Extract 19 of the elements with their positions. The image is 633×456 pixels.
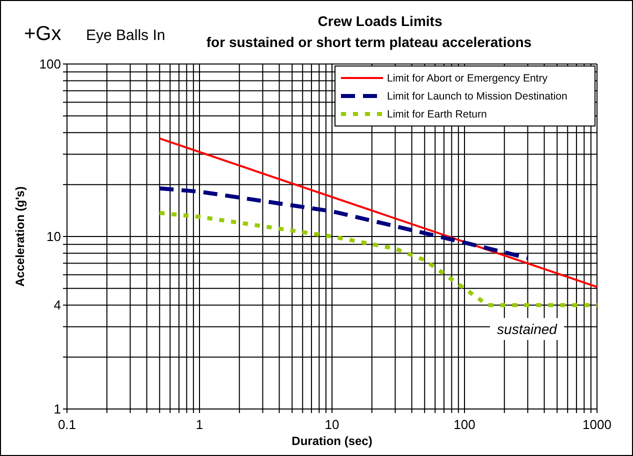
- annotation: sustained: [497, 320, 558, 337]
- x-tick-label: 100: [454, 417, 476, 432]
- y-tick-label: 1: [54, 402, 61, 417]
- y-tick-label: 10: [46, 229, 61, 244]
- chart-subtitle: for sustained or short term plateau accelerations: [206, 34, 532, 50]
- x-tick-label: 1: [196, 417, 204, 432]
- text: Eye Balls In: [86, 27, 166, 44]
- x-tick-label: 1000: [582, 417, 612, 432]
- x-axis-title: Duration (sec): [292, 434, 372, 448]
- y-tick-label: 4: [54, 298, 61, 313]
- legend-label: Limit for Launch to Mission Destination: [387, 90, 568, 103]
- legend-label: Limit for Abort or Emergency Entry: [387, 72, 548, 85]
- chart-title: Crew Loads Limits: [318, 13, 442, 29]
- y-tick-label: 100: [39, 56, 61, 72]
- y-axis-title: Acceleration (g's): [13, 186, 27, 287]
- text: +Gx: [24, 23, 62, 45]
- x-tick-label: 0.1: [58, 417, 76, 432]
- legend-label: Limit for Earth Return: [387, 108, 487, 121]
- x-tick-label: 10: [324, 417, 340, 432]
